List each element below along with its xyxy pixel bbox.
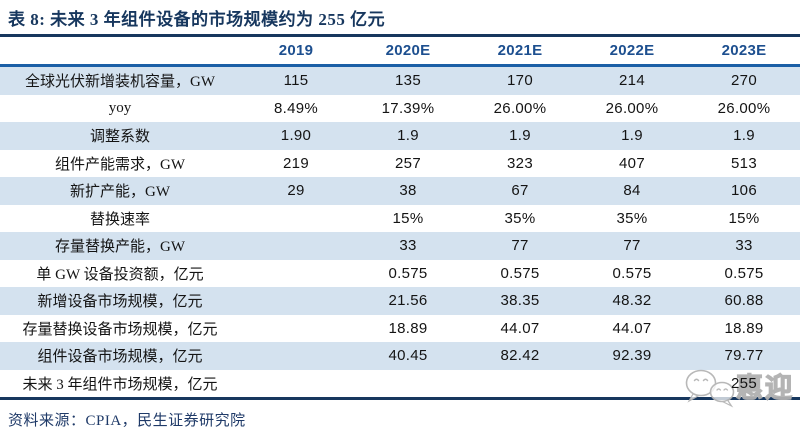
cell-value: 1.9 xyxy=(733,127,755,145)
cell-value: 33 xyxy=(399,237,417,255)
source-note: 资料来源：CPIA，民生证券研究院 xyxy=(8,413,246,429)
table-row: 组件设备市场规模，亿元 40.45 82.42 92.39 79.77 xyxy=(0,342,800,370)
cell-value: 0.575 xyxy=(612,264,652,282)
cell-value: 1.9 xyxy=(509,127,531,145)
cell-value: 15% xyxy=(392,209,424,227)
cell-value: 33 xyxy=(735,237,753,255)
table-title: 表 8: 未来 3 年组件设备的市场规模约为 255 亿元 xyxy=(8,10,386,29)
table-row: 新增设备市场规模，亿元 21.56 38.35 48.32 60.88 xyxy=(0,287,800,315)
header-year-2020e: 2020E xyxy=(385,42,431,59)
cell-value: 1.90 xyxy=(280,127,312,145)
cell-value: 214 xyxy=(619,72,645,90)
cell-value: 0.575 xyxy=(500,264,540,282)
cell-value: 219 xyxy=(283,154,309,172)
title-rule xyxy=(0,34,800,37)
table-row: 新扩产能，GW 29 38 67 84 106 xyxy=(0,177,800,205)
cell-value: 60.88 xyxy=(724,292,764,310)
table-row: 组件产能需求，GW 219 257 323 407 513 xyxy=(0,149,800,177)
row-label: 单 GW 设备投资额，亿元 xyxy=(36,266,204,283)
header-year-2019: 2019 xyxy=(278,42,314,59)
table-row: yoy 8.49% 17.39% 26.00% 26.00% 26.00% xyxy=(0,94,800,122)
row-label: 存量替换产能，GW xyxy=(55,239,185,256)
cell-value: 26.00% xyxy=(493,99,547,117)
cell-value: 1.9 xyxy=(621,127,643,145)
table-row: 存量替换设备市场规模，亿元 18.89 44.07 44.07 18.89 xyxy=(0,314,800,342)
cell-value: 82.42 xyxy=(500,347,540,365)
header-rule xyxy=(0,64,800,67)
cell-value: 0.575 xyxy=(724,264,764,282)
cell-value: 92.39 xyxy=(612,347,652,365)
cell-value: 8.49% xyxy=(273,99,319,117)
cell-value: 21.56 xyxy=(388,292,428,310)
cell-value: 115 xyxy=(283,72,309,90)
table-body: 全球光伏新增装机容量，GW 115 135 170 214 270 yoy 8.49% 17.3… xyxy=(0,67,800,397)
cell-value: 26.00% xyxy=(717,99,771,117)
cell-value: 135 xyxy=(395,72,421,90)
row-label: 未来 3 年组件市场规模，亿元 xyxy=(22,376,218,393)
cell-value: 17.39% xyxy=(381,99,435,117)
table-header-row: 2019 2020E 2021E 2022E 2023E xyxy=(0,37,800,64)
cell-value: 170 xyxy=(507,72,533,90)
cell-value: 48.32 xyxy=(612,292,652,310)
row-label: 组件产能需求，GW xyxy=(55,156,185,173)
cell-value: 84 xyxy=(623,182,641,200)
cell-value: 77 xyxy=(511,237,529,255)
row-label: 替换速率 xyxy=(89,211,150,228)
cell-value: 26.00% xyxy=(605,99,659,117)
cell-value: 79.77 xyxy=(724,347,764,365)
table-row: 未来 3 年组件市场规模，亿元 255 xyxy=(0,369,800,397)
header-year-2021e: 2021E xyxy=(497,42,543,59)
table-row: 调整系数 1.90 1.9 1.9 1.9 1.9 xyxy=(0,122,800,150)
cell-value: 255 xyxy=(731,374,757,392)
cell-value: 67 xyxy=(511,182,529,200)
cell-value: 257 xyxy=(395,154,421,172)
cell-value: 15% xyxy=(728,209,760,227)
cell-value: 407 xyxy=(619,154,645,172)
row-label: yoy xyxy=(108,99,132,116)
row-label: 新扩产能，GW xyxy=(70,184,170,201)
cell-value: 44.07 xyxy=(500,319,540,337)
cell-value: 35% xyxy=(504,209,536,227)
cell-value: 35% xyxy=(616,209,648,227)
cell-value: 18.89 xyxy=(724,319,764,337)
cell-value: 18.89 xyxy=(388,319,428,337)
row-label: 新增设备市场规模，亿元 xyxy=(37,294,203,311)
row-label: 存量替换设备市场规模，亿元 xyxy=(22,321,218,338)
cell-value: 29 xyxy=(287,182,305,200)
cell-value: 38 xyxy=(399,182,417,200)
table-row: 全球光伏新增装机容量，GW 115 135 170 214 270 xyxy=(0,67,800,95)
cell-value: 323 xyxy=(507,154,533,172)
row-label: 调整系数 xyxy=(89,129,150,146)
cell-value: 44.07 xyxy=(612,319,652,337)
row-label: 组件设备市场规模，亿元 xyxy=(37,349,203,366)
cell-value: 513 xyxy=(731,154,757,172)
table-bottom-rule xyxy=(0,397,800,400)
row-label: 全球光伏新增装机容量，GW xyxy=(25,74,215,91)
cell-value: 77 xyxy=(623,237,641,255)
cell-value: 106 xyxy=(731,182,757,200)
header-year-2022e: 2022E xyxy=(609,42,655,59)
table-row: 单 GW 设备投资额，亿元 0.575 0.575 0.575 0.575 xyxy=(0,259,800,287)
cell-value: 40.45 xyxy=(388,347,428,365)
cell-value: 38.35 xyxy=(500,292,540,310)
table-row: 替换速率 15% 35% 35% 15% xyxy=(0,204,800,232)
cell-value: 1.9 xyxy=(397,127,419,145)
table-row: 存量替换产能，GW 33 77 77 33 xyxy=(0,232,800,260)
cell-value: 0.575 xyxy=(388,264,428,282)
header-year-2023e: 2023E xyxy=(721,42,767,59)
cell-value: 270 xyxy=(731,72,757,90)
